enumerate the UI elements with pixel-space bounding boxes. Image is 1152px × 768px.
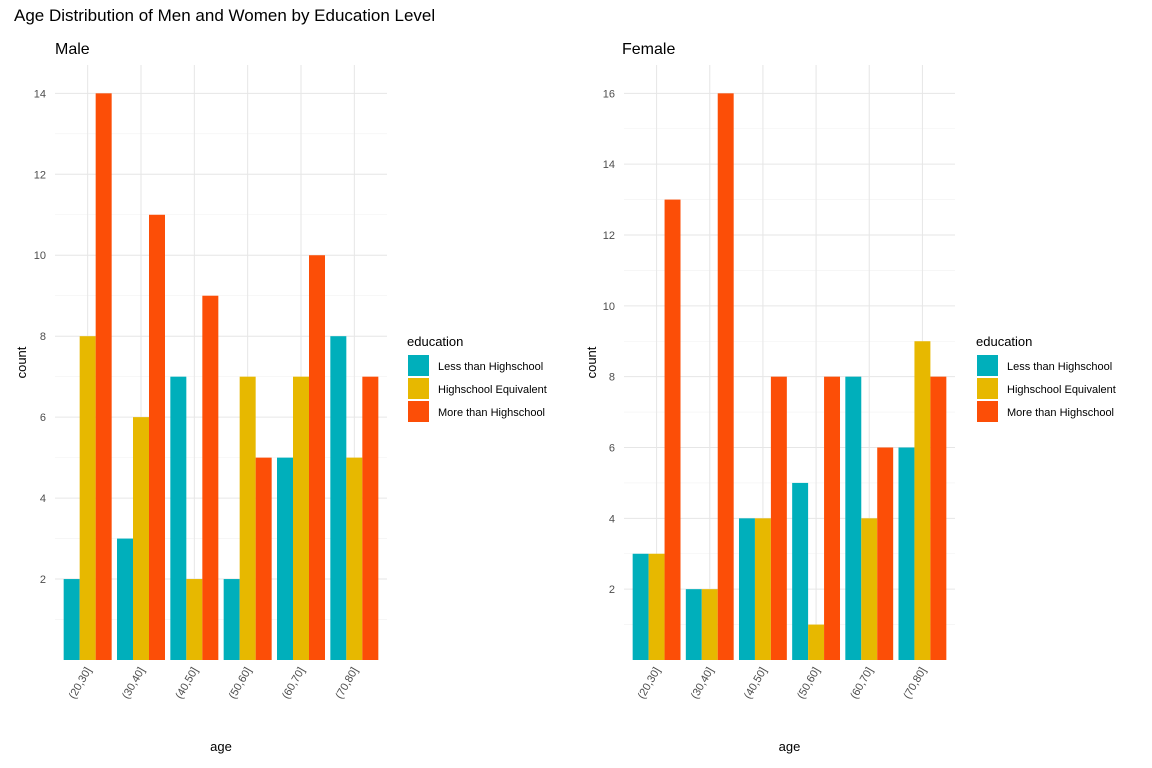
y-tick-label: 10 [34,250,46,262]
bar [95,93,112,661]
bar [186,579,203,660]
bar [914,341,931,660]
bar [239,376,256,660]
x-tick-label: (40,50] [173,666,201,702]
bar [255,457,272,660]
y-tick-label: 8 [40,331,46,343]
x-tick-label: (20,30] [67,666,95,702]
legend-key [408,378,429,399]
bar [133,417,149,660]
bar [861,518,878,660]
y-tick-label: 6 [40,412,46,424]
bar [845,376,862,660]
legend-label: Highschool Equivalent [438,384,547,396]
bar [293,376,309,660]
legend-key [408,355,429,376]
bar [223,579,240,660]
bar [309,255,325,660]
y-tick-label: 12 [603,230,615,242]
bar [717,93,734,661]
legend-label: More than Highschool [438,407,545,419]
y-tick-label: 12 [34,169,46,181]
y-tick-label: 2 [609,584,615,596]
panel-title: Female [622,41,675,58]
bar [701,589,718,660]
bar [792,482,809,660]
y-axis-title: count [14,346,29,378]
y-tick-label: 14 [34,88,46,100]
chart-main-title: Age Distribution of Men and Women by Edu… [14,6,436,25]
bar [202,295,219,660]
x-tick-label: (70,80] [901,666,929,702]
legend-key [977,355,998,376]
legend-title: education [976,334,1032,349]
x-tick-label: (40,50] [742,666,770,702]
bar [330,336,347,660]
bar [149,214,165,660]
bar [877,447,894,660]
x-tick-label: (50,60] [227,666,255,702]
x-tick-label: (30,40] [120,666,148,702]
y-tick-label: 6 [609,443,615,455]
y-tick-label: 4 [609,513,615,525]
x-tick-label: (20,30] [636,666,664,702]
bar [664,199,681,661]
y-tick-label: 4 [40,493,46,505]
bar [824,376,841,660]
legend-label: Less than Highschool [1007,361,1112,373]
y-tick-label: 10 [603,301,615,313]
bar [277,457,293,660]
bar [648,553,665,660]
x-tick-label: (60,70] [848,666,876,702]
bar [770,376,787,660]
legend-key [408,401,429,422]
bar [738,518,755,660]
x-tick-label: (50,60] [795,666,823,702]
x-tick-label: (70,80] [333,666,361,702]
y-tick-label: 16 [603,88,615,100]
legend-key [977,401,998,422]
bar [63,579,80,660]
x-axis-title: age [210,739,232,754]
bar [362,376,379,660]
y-tick-label: 2 [40,574,46,586]
bar [632,553,649,660]
y-tick-label: 8 [609,372,615,384]
legend-key [977,378,998,399]
bar [117,538,133,660]
bar [898,447,915,660]
x-tick-label: (30,40] [689,666,717,702]
y-tick-label: 14 [603,159,615,171]
x-tick-label: (60,70] [280,666,308,702]
bar [930,376,947,660]
bar [685,589,702,660]
bar [346,457,363,660]
panel-title: Male [55,41,90,58]
legend-label: More than Highschool [1007,407,1114,419]
bar [170,376,187,660]
bar [808,624,825,660]
x-axis-title: age [779,739,801,754]
y-axis-title: count [584,346,599,378]
bar [754,518,771,660]
legend-label: Less than Highschool [438,361,543,373]
legend-title: education [407,334,463,349]
bar [79,336,96,660]
legend-label: Highschool Equivalent [1007,384,1116,396]
